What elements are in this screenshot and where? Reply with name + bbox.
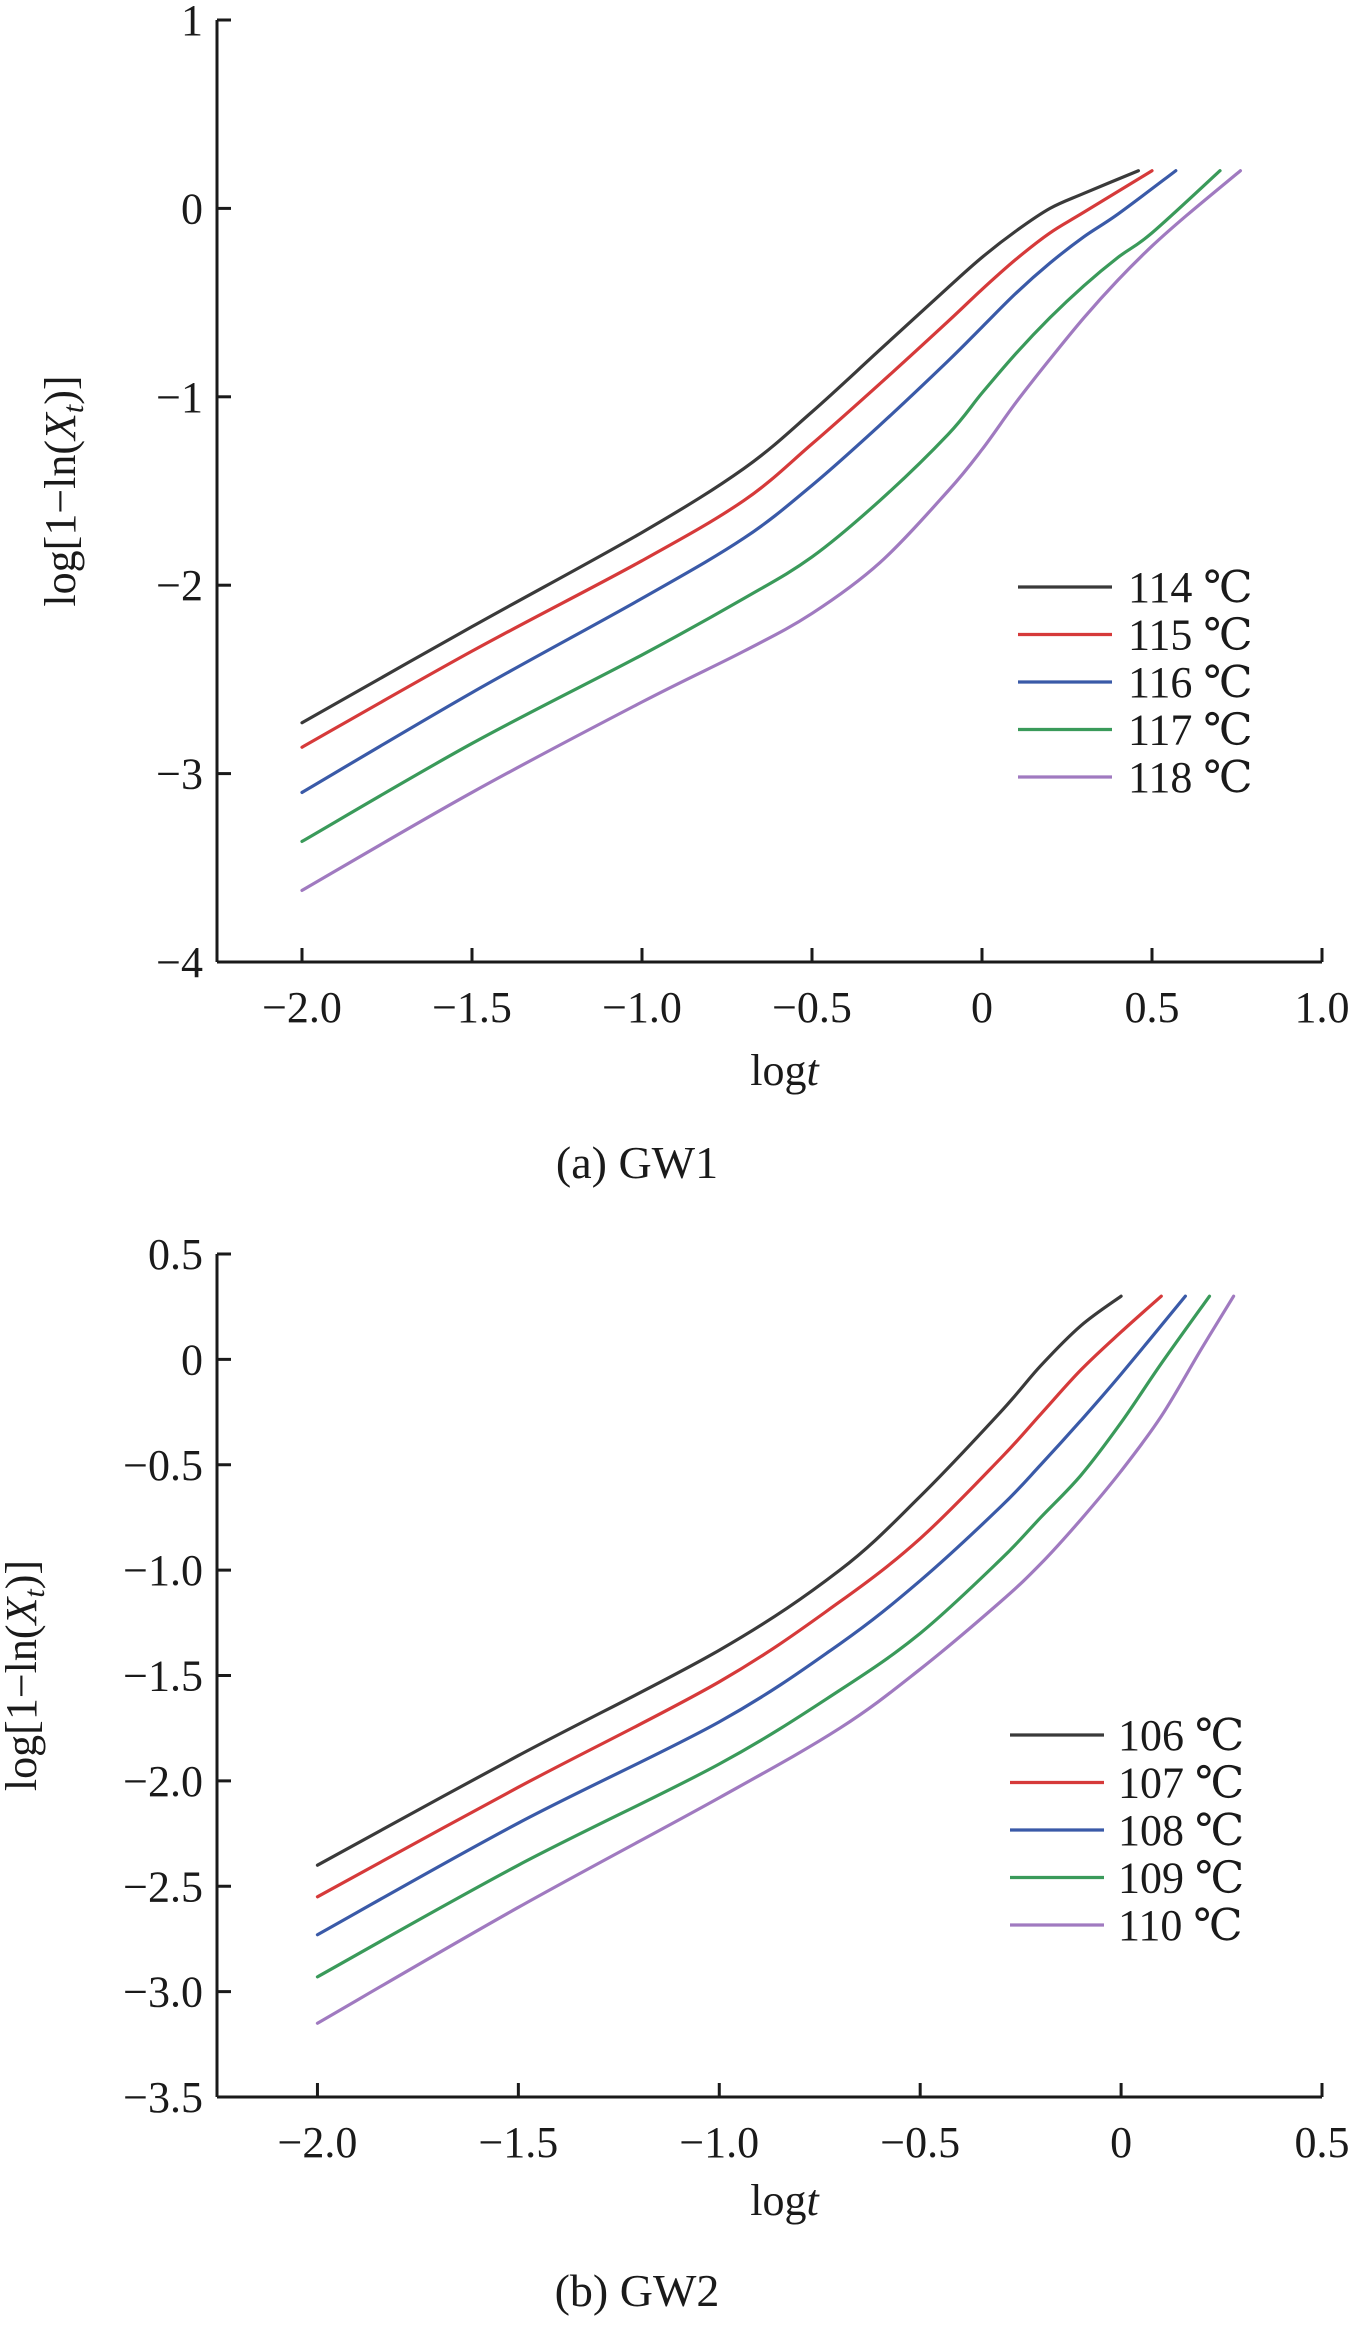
legend-label: 110 ℃ — [1118, 1901, 1243, 1950]
y-tick-label: −0.5 — [123, 1441, 203, 1490]
y-tick-label: −3.0 — [123, 1968, 203, 2017]
x-tick-label: −0.5 — [772, 983, 852, 1032]
legend-label: 116 ℃ — [1128, 658, 1253, 707]
y-tick-label: −4 — [156, 938, 203, 987]
y-tick-label: −2.5 — [123, 1862, 203, 1911]
series-line-5 — [315, 1294, 1236, 2025]
chart-panel-gw1: −2.0 −1.5 −1.0 −0.5 0 0.5 1.0 −4 −3 −2 −1 0 1 logt log… — [36, 0, 1350, 1188]
y-tick-label: −3.5 — [123, 2073, 203, 2122]
y-tick-label: −1 — [156, 373, 203, 422]
y-tick-label: −1.5 — [123, 1652, 203, 1701]
chart-panel-gw2: −2.0 −1.5 −1.0 −0.5 0 0.5 −3.5 −3.0 −2.5 −2.0 −1.5… — [0, 1230, 1350, 2316]
y-tick-label: 0 — [181, 1335, 203, 1384]
legend-label: 115 ℃ — [1128, 611, 1253, 660]
y-tick-label: −2.0 — [123, 1757, 203, 1806]
x-tick-label: 0 — [1110, 2118, 1132, 2167]
y-tick-label: 0.5 — [148, 1230, 203, 1279]
x-tick-label: 0.5 — [1295, 2118, 1350, 2167]
legend-label: 118 ℃ — [1128, 753, 1253, 802]
series-line-2 — [300, 169, 1154, 749]
series-line-1 — [300, 169, 1140, 725]
y-tick-label: −2 — [156, 561, 203, 610]
legend-label: 114 ℃ — [1128, 563, 1253, 612]
x-tick-label: −1.0 — [679, 2118, 759, 2167]
y-tick-label: −3 — [156, 750, 203, 799]
x-tick-label: −1.5 — [432, 983, 512, 1032]
series-line-3 — [315, 1294, 1187, 1937]
x-tick-label: −1.5 — [478, 2118, 558, 2167]
series-line-1 — [315, 1294, 1123, 1867]
y-tick-label: −1.0 — [123, 1546, 203, 1595]
y-axis-label: log[1−ln(Xt)] — [0, 1560, 51, 1791]
x-tick-label: 0 — [971, 983, 993, 1032]
x-tick-label: −1.0 — [602, 983, 682, 1032]
series-line-3 — [300, 169, 1178, 795]
series-line-4 — [315, 1294, 1212, 1979]
y-tick-label: 1 — [181, 0, 203, 45]
figure-caption: (b) GW2 — [555, 2265, 720, 2316]
x-axis-label: logt — [750, 2176, 820, 2225]
x-tick-label: 0.5 — [1125, 983, 1180, 1032]
legend-label: 106 ℃ — [1118, 1711, 1244, 1760]
y-axis-label: log[1−ln(Xt)] — [36, 375, 90, 606]
series-line-2 — [315, 1294, 1163, 1899]
legend-label: 108 ℃ — [1118, 1806, 1244, 1855]
legend-label: 107 ℃ — [1118, 1759, 1244, 1808]
series-line-4 — [300, 169, 1222, 844]
x-axis-label: logt — [750, 1046, 820, 1095]
legend-label: 117 ℃ — [1128, 706, 1253, 755]
legend-label: 109 ℃ — [1118, 1854, 1244, 1903]
x-tick-label: 1.0 — [1295, 983, 1350, 1032]
x-tick-label: −0.5 — [880, 2118, 960, 2167]
figure-caption: (a) GW1 — [556, 1137, 718, 1188]
x-tick-label: −2.0 — [262, 983, 342, 1032]
y-tick-label: 0 — [181, 184, 203, 233]
x-tick-label: −2.0 — [278, 2118, 358, 2167]
series-line-5 — [300, 169, 1242, 893]
